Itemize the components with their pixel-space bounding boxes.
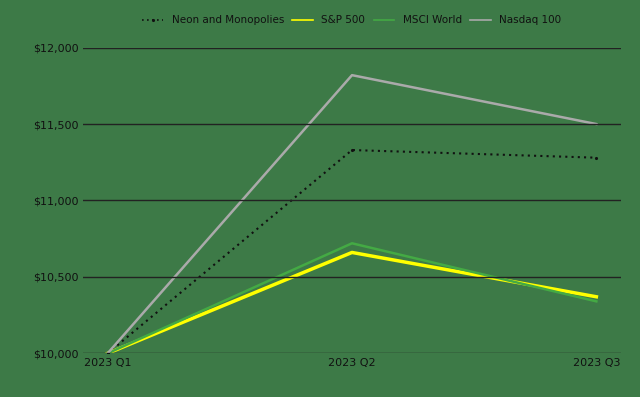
Nasdaq 100 (348, 73, 356, 77)
MSCI World (104, 351, 111, 356)
Nasdaq 100 (104, 351, 111, 356)
S&P 500 (348, 250, 356, 255)
Line: Neon and Monopolies: Neon and Monopolies (106, 148, 598, 355)
S&P 500 (593, 295, 600, 299)
MSCI World (593, 299, 600, 304)
Line: Nasdaq 100: Nasdaq 100 (108, 75, 596, 353)
Neon and Monopolies (348, 148, 356, 152)
Nasdaq 100 (593, 121, 600, 126)
Legend: Neon and Monopolies, S&P 500, MSCI World, Nasdaq 100: Neon and Monopolies, S&P 500, MSCI World… (140, 13, 564, 27)
Line: MSCI World: MSCI World (108, 243, 596, 353)
S&P 500 (104, 351, 111, 356)
Neon and Monopolies (104, 351, 111, 356)
MSCI World (348, 241, 356, 246)
Neon and Monopolies (593, 155, 600, 160)
Line: S&P 500: S&P 500 (108, 252, 596, 353)
